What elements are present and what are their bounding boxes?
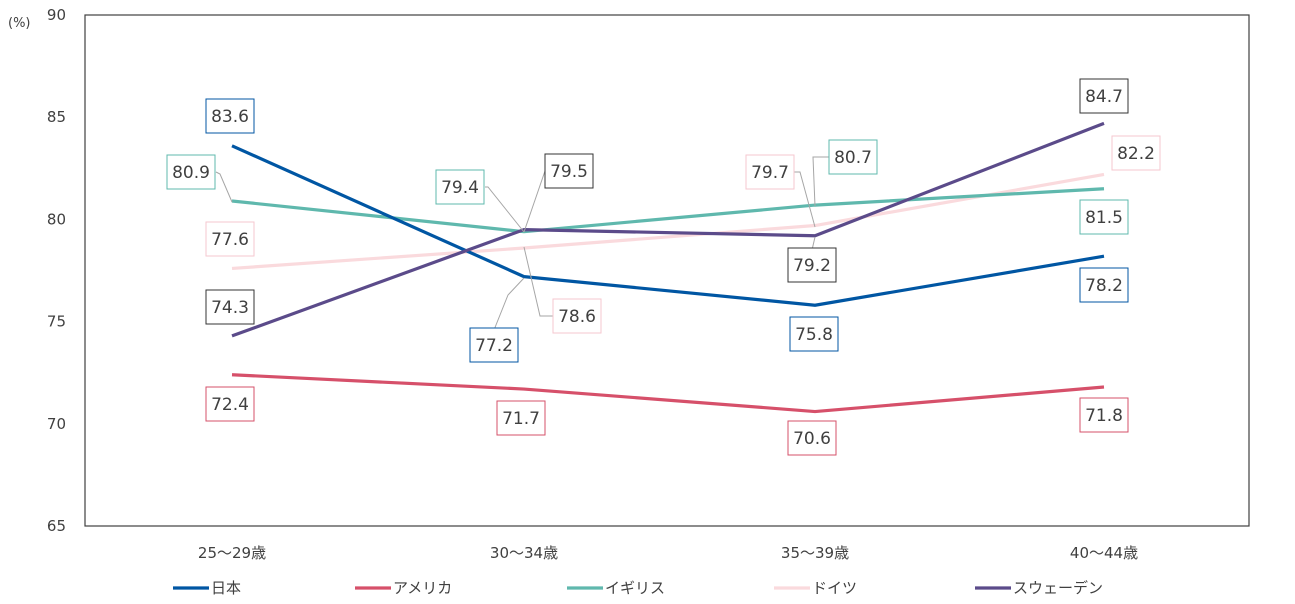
data-label-box (496, 400, 546, 436)
data-label-box (544, 153, 594, 189)
data-label-box (1079, 397, 1129, 433)
data-label-text: 80.9 (172, 163, 210, 183)
data-label-text: 79.5 (550, 162, 588, 182)
data-label-text: 75.8 (795, 325, 833, 345)
data-label-text: 79.4 (441, 178, 479, 198)
data-label: 81.5 (1079, 199, 1129, 235)
series-lines (231, 121, 1105, 414)
legend-item: イギリス (567, 579, 665, 597)
data-label: 84.7 (1079, 78, 1129, 114)
legend-label: アメリカ (393, 579, 452, 597)
series-line (231, 172, 1105, 271)
data-label-box (469, 327, 519, 363)
data-label-text: 77.2 (475, 336, 513, 356)
legend-label: ドイツ (812, 579, 857, 597)
data-label-text: 78.2 (1085, 276, 1123, 296)
data-label-box (1079, 267, 1129, 303)
data-label: 82.2 (1111, 135, 1161, 171)
y-tick-label: 90 (47, 6, 66, 24)
data-label-box (435, 169, 485, 205)
data-label-box (205, 221, 255, 257)
data-label-text: 71.7 (502, 409, 540, 429)
data-label-text: 74.3 (211, 298, 249, 318)
leader-line (493, 277, 525, 331)
data-label: 77.2 (469, 327, 519, 363)
data-label-box (789, 316, 839, 352)
y-tick-label: 75 (47, 313, 66, 331)
y-tick-label: 85 (47, 108, 66, 126)
leader-line (523, 246, 553, 317)
data-label-text: 77.6 (211, 230, 249, 250)
data-label-box (1079, 199, 1129, 235)
legend-item: ドイツ (774, 579, 857, 597)
series-line (231, 121, 1105, 338)
y-tick-label: 80 (47, 210, 66, 228)
data-label: 71.8 (1079, 397, 1129, 433)
data-label: 71.7 (496, 400, 546, 436)
legend-label: スウェーデン (1013, 579, 1103, 597)
data-label-box (787, 247, 837, 283)
legend-label: イギリス (605, 579, 665, 597)
plot-area (84, 14, 1250, 527)
series-line (231, 144, 1105, 307)
data-label-text: 81.5 (1085, 208, 1123, 228)
legend-item: スウェーデン (975, 579, 1103, 597)
data-label: 79.2 (787, 247, 837, 283)
x-tick-label: 25～29歳 (198, 544, 266, 562)
y-axis-ticks: 65 70 75 80 85 90 (47, 6, 66, 535)
data-label: 77.6 (205, 221, 255, 257)
data-label: 80.7 (828, 139, 878, 175)
y-tick-label: 70 (47, 415, 66, 433)
data-label-text: 70.6 (793, 429, 831, 449)
data-label-text: 78.6 (558, 307, 596, 327)
data-label-box (1079, 78, 1129, 114)
x-tick-label: 40～44歳 (1070, 544, 1138, 562)
legend: 日本 アメリカ イギリス ドイツ スウェーデン (173, 579, 1103, 597)
data-label-box (1111, 135, 1161, 171)
series-line (231, 187, 1105, 234)
data-label-box (552, 298, 602, 334)
y-tick-label: 65 (47, 517, 66, 535)
leader-line (812, 156, 829, 207)
data-label: 78.6 (552, 298, 602, 334)
data-label-text: 71.8 (1085, 406, 1123, 426)
data-label: 79.4 (435, 169, 485, 205)
y-axis-unit-label: (%) (8, 16, 31, 31)
data-label-box (745, 154, 795, 190)
legend-item: アメリカ (355, 579, 452, 597)
leader-line (794, 171, 816, 228)
leader-line (215, 171, 233, 203)
data-label-text: 80.7 (834, 148, 872, 168)
x-axis-ticks: 25～29歳 30～34歳 35～39歳 40～44歳 (198, 544, 1138, 562)
data-label: 72.4 (205, 386, 255, 422)
data-label: 83.6 (205, 98, 255, 134)
data-label: 75.8 (789, 316, 839, 352)
data-label: 70.6 (787, 420, 837, 456)
data-label-text: 83.6 (211, 107, 249, 127)
data-label-text: 72.4 (211, 395, 249, 415)
data-label-box (787, 420, 837, 456)
data-label: 80.9 (166, 154, 216, 190)
data-label-text: 79.7 (751, 163, 789, 183)
x-tick-label: 30～34歳 (490, 544, 558, 562)
leader-line (485, 186, 525, 233)
data-label-box (205, 98, 255, 134)
data-label: 79.7 (745, 154, 795, 190)
series-line (231, 373, 1105, 414)
x-tick-label: 35～39歳 (781, 544, 849, 562)
data-label-box (828, 139, 878, 175)
data-label: 79.5 (544, 153, 594, 189)
legend-item: 日本 (173, 579, 241, 597)
data-label-text: 82.2 (1117, 144, 1155, 164)
data-label-text: 84.7 (1085, 87, 1123, 107)
data-label-box (205, 386, 255, 422)
data-label-box (205, 289, 255, 325)
data-label-text: 79.2 (793, 256, 831, 276)
legend-label: 日本 (211, 579, 241, 597)
data-label: 78.2 (1079, 267, 1129, 303)
data-label-box (166, 154, 216, 190)
data-label: 74.3 (205, 289, 255, 325)
data-labels: 83.6 77.2 75.8 78.2 72.4 71.7 70.6 71.8 80.9 79.4… (166, 78, 1161, 456)
